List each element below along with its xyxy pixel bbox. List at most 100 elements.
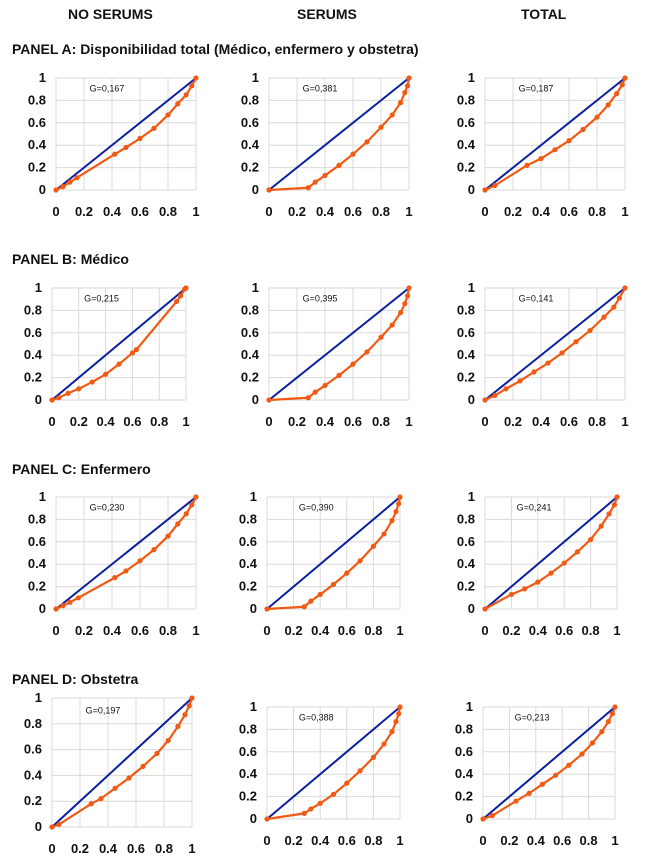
x-tick-label: 0.2 <box>71 841 89 856</box>
y-tick-label: 0 <box>252 182 259 197</box>
panel-b-title: PANEL B: Médico <box>12 251 129 267</box>
lorenz-point <box>137 558 143 564</box>
x-tick-label: 1 <box>192 204 199 219</box>
panel-d-title: PANEL D: Obstetra <box>12 671 139 687</box>
x-tick-label: 0 <box>479 833 486 848</box>
x-tick-label: 0.2 <box>500 833 518 848</box>
y-tick-label: 0.4 <box>239 766 258 781</box>
y-tick-label: 0 <box>468 392 475 407</box>
lorenz-point <box>344 780 350 786</box>
equality-line <box>268 77 410 191</box>
lorenz-point <box>482 397 488 403</box>
x-tick-label: 0.8 <box>155 841 173 856</box>
lorenz-point <box>552 147 558 153</box>
x-tick-label: 0 <box>263 623 270 638</box>
lorenz-point <box>186 703 192 709</box>
y-tick-label: 0 <box>252 392 259 407</box>
lorenz-point <box>336 372 342 378</box>
lorenz-point <box>151 125 157 131</box>
lorenz-point <box>396 501 402 507</box>
lorenz-point <box>598 523 604 529</box>
x-tick-label: 0 <box>481 414 488 429</box>
lorenz-chart-panel-d-total: 0 0.2 0.4 0.6 0.8 1 0 0.2 0.4 0.6 0.8 1 G=0,213 <box>455 699 619 848</box>
lorenz-point <box>619 82 625 88</box>
y-tick-label: 0.6 <box>241 325 259 340</box>
x-tick-label: 1 <box>405 414 412 429</box>
x-tick-label: 0.8 <box>372 204 390 219</box>
y-tick-label: 0.2 <box>24 370 42 385</box>
column-header-total: TOTAL <box>521 6 567 22</box>
y-tick-label: 0 <box>39 601 46 616</box>
lorenz-point <box>344 570 350 576</box>
x-tick-label: 1 <box>621 414 628 429</box>
lorenz-point <box>580 126 586 133</box>
lorenz-chart-panel-a-no-serums: 0 0.2 0.4 0.6 0.8 1 0 0.2 0.4 0.6 0.8 1 G=0,167 <box>28 70 200 219</box>
y-tick-label: 0 <box>468 182 475 197</box>
lorenz-point <box>178 293 184 299</box>
x-tick-label: 0.4 <box>103 204 122 219</box>
equality-line <box>266 496 401 610</box>
x-tick-label: 0.2 <box>504 204 522 219</box>
y-tick-label: 0.6 <box>457 534 475 549</box>
y-tick-label: 0 <box>35 819 42 834</box>
lorenz-point <box>175 521 181 527</box>
lorenz-point <box>405 293 411 299</box>
lorenz-point <box>357 768 363 774</box>
x-tick-label: 0 <box>265 204 272 219</box>
x-tick-label: 0 <box>481 204 488 219</box>
y-tick-label: 0.8 <box>241 92 259 107</box>
x-tick-label: 0.2 <box>285 833 303 848</box>
x-tick-label: 0.2 <box>285 623 303 638</box>
lorenz-point <box>336 162 342 168</box>
lorenz-point <box>98 796 104 802</box>
lorenz-point <box>614 494 620 500</box>
x-tick-label: 1 <box>396 623 403 638</box>
lorenz-point <box>489 813 495 819</box>
lorenz-point <box>517 378 523 384</box>
gini-annotation: G=0,187 <box>519 83 554 93</box>
lorenz-point <box>378 124 384 130</box>
y-tick-label: 0.2 <box>24 793 42 808</box>
lorenz-point <box>301 810 307 816</box>
lorenz-point <box>75 595 81 601</box>
lorenz-point <box>492 392 498 399</box>
lorenz-chart-panel-c-no-serums: 0 0.2 0.4 0.6 0.8 1 0 0.2 0.4 0.6 0.8 1 G=0,230 <box>28 489 200 638</box>
y-tick-label: 0.2 <box>241 160 259 175</box>
y-tick-label: 0.8 <box>239 721 257 736</box>
lorenz-point <box>175 101 181 107</box>
y-tick-label: 0.4 <box>457 347 476 362</box>
lorenz-chart-panel-d-serums: 0 0.2 0.4 0.6 0.8 1 0 0.2 0.4 0.6 0.8 1 G=0,388 <box>239 699 404 848</box>
lorenz-point <box>330 581 337 587</box>
y-tick-label: 0.2 <box>455 789 473 804</box>
lorenz-point <box>508 591 514 598</box>
lorenz-point <box>611 502 617 508</box>
gini-annotation: G=0,215 <box>84 293 119 303</box>
lorenz-point <box>559 350 565 356</box>
x-tick-label: 0.6 <box>131 204 149 219</box>
y-tick-label: 0.2 <box>239 789 257 804</box>
lorenz-point <box>616 295 622 301</box>
y-tick-label: 0.8 <box>457 302 475 317</box>
lorenz-point <box>123 144 129 151</box>
lorenz-point <box>89 379 95 385</box>
x-tick-label: 0.2 <box>288 414 306 429</box>
y-tick-label: 1 <box>250 489 257 504</box>
x-tick-label: 1 <box>182 414 189 429</box>
lorenz-point <box>406 75 412 81</box>
lorenz-point <box>183 92 189 98</box>
y-tick-label: 0.4 <box>457 137 476 152</box>
lorenz-point <box>133 347 140 353</box>
lorenz-point <box>308 806 314 812</box>
lorenz-point <box>165 112 171 118</box>
lorenz-point <box>609 711 615 717</box>
equality-line <box>51 287 187 401</box>
panel-c-title: PANEL C: Enfermero <box>12 461 151 477</box>
lorenz-point <box>301 604 307 610</box>
y-tick-label: 0.8 <box>28 511 46 526</box>
equality-line <box>55 77 197 191</box>
y-tick-label: 0.4 <box>24 767 43 782</box>
lorenz-point <box>56 395 62 401</box>
x-tick-label: 0.2 <box>70 414 88 429</box>
y-tick-label: 0.6 <box>24 325 42 340</box>
lorenz-point <box>405 83 411 89</box>
